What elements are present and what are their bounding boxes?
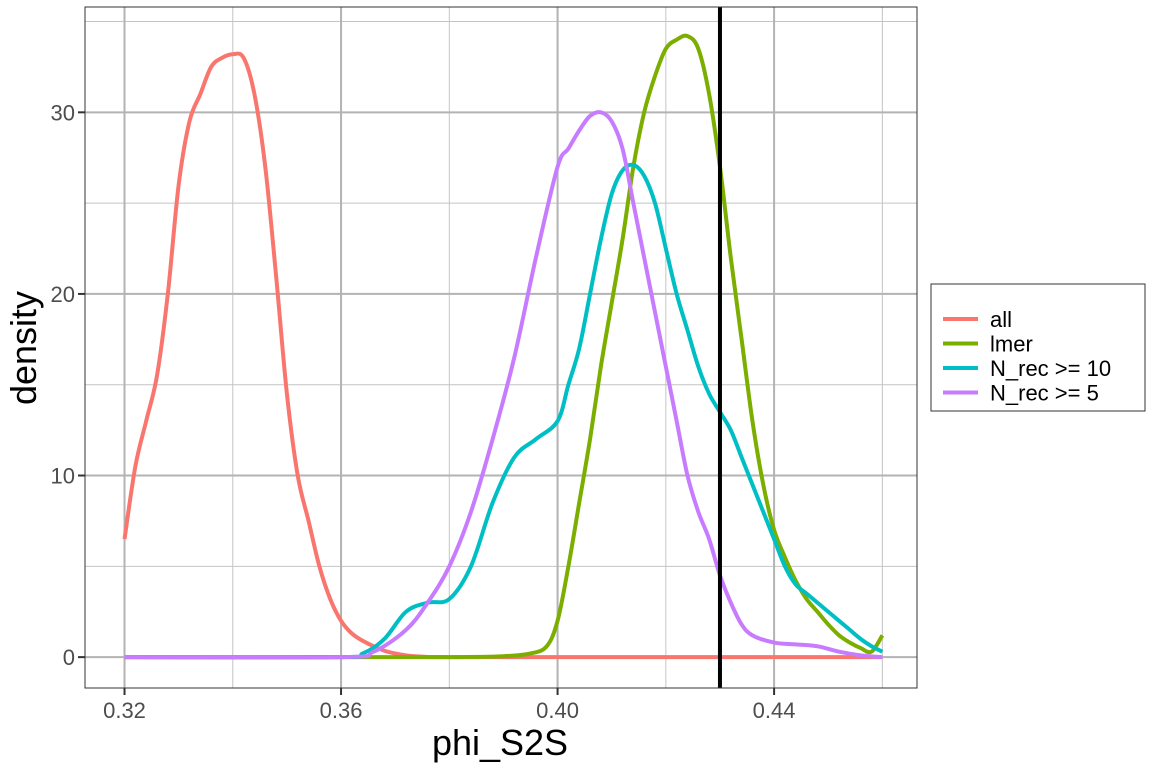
y-tick-label: 20 [51,282,75,307]
y-tick-label: 10 [51,464,75,489]
series-line-3 [124,110,883,660]
x-tick-label: 0.44 [753,698,796,723]
legend-label-1: lmer [990,332,1033,357]
series-line-1 [124,33,885,660]
x-tick-label: 0.40 [536,698,579,723]
y-axis-title: density [3,291,44,405]
series-line-2 [124,162,884,660]
y-tick-label: 0 [63,645,75,670]
x-tick-label: 0.32 [103,698,146,723]
plot-panel [85,7,917,688]
legend-label-3: N_rec >= 5 [990,381,1099,406]
frame-layer [84,6,918,689]
y-tick-label: 30 [51,100,75,125]
axis-layer: 0.32 0.36 0.40 0.44 0 10 20 30 [51,100,796,723]
x-axis-title: phi_S2S [432,722,568,763]
grid-layer [85,7,917,688]
panel-border [84,6,918,689]
legend-box [930,283,1146,412]
legend-label-2: N_rec >= 10 [990,356,1111,381]
legend-label-0: all [990,307,1012,332]
series-layer [122,33,885,660]
x-tick-label: 0.36 [320,698,363,723]
